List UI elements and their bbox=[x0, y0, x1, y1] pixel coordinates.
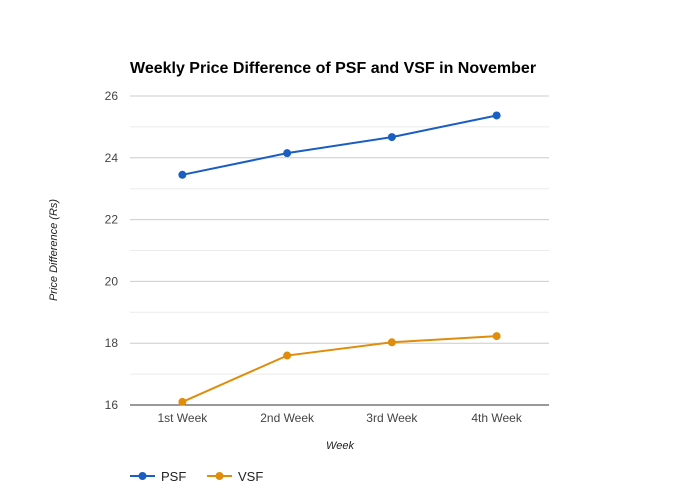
x-axis-ticks: 1st Week 2nd Week 3rd Week 4th Week bbox=[157, 411, 522, 425]
data-point-psf[interactable] bbox=[178, 170, 187, 179]
x-axis-title: Week bbox=[326, 440, 354, 452]
x-tick-label: 3rd Week bbox=[366, 411, 418, 425]
x-tick-label: 2nd Week bbox=[260, 411, 315, 425]
series-line-psf bbox=[182, 114, 497, 176]
y-tick-label: 26 bbox=[105, 89, 119, 103]
y-tick-label: 18 bbox=[105, 336, 119, 350]
y-tick-label: 16 bbox=[105, 398, 119, 412]
y-tick-label: 22 bbox=[105, 213, 119, 227]
y-axis-ticks: 16 18 20 22 24 26 bbox=[105, 89, 119, 412]
data-point-vsf[interactable] bbox=[492, 332, 501, 341]
data-point-psf[interactable] bbox=[387, 133, 396, 142]
y-axis-title: Price Difference (Rs) bbox=[48, 199, 60, 301]
data-point-psf[interactable] bbox=[492, 111, 501, 120]
legend-item-vsf[interactable]: VSF bbox=[207, 469, 263, 484]
y-tick-label: 20 bbox=[105, 274, 119, 288]
x-tick-label: 1st Week bbox=[157, 411, 208, 425]
data-point-vsf[interactable] bbox=[178, 397, 187, 406]
legend-label: VSF bbox=[238, 469, 263, 484]
gridlines bbox=[130, 95, 549, 406]
series-layer bbox=[178, 111, 501, 406]
series-line-vsf bbox=[181, 335, 497, 403]
x-tick-label: 4th Week bbox=[471, 411, 522, 425]
y-tick-label: 24 bbox=[105, 151, 119, 165]
data-point-psf[interactable] bbox=[283, 149, 292, 158]
legend-marker-icon bbox=[138, 472, 147, 480]
data-point-vsf[interactable] bbox=[387, 338, 396, 347]
chart-title: Weekly Price Difference of PSF and VSF i… bbox=[130, 60, 536, 77]
data-point-vsf[interactable] bbox=[283, 351, 292, 360]
legend-label: PSF bbox=[161, 469, 186, 484]
legend-marker-icon bbox=[215, 472, 224, 480]
legend[interactable]: PSF VSF bbox=[130, 469, 263, 484]
legend-item-psf[interactable]: PSF bbox=[130, 469, 186, 484]
